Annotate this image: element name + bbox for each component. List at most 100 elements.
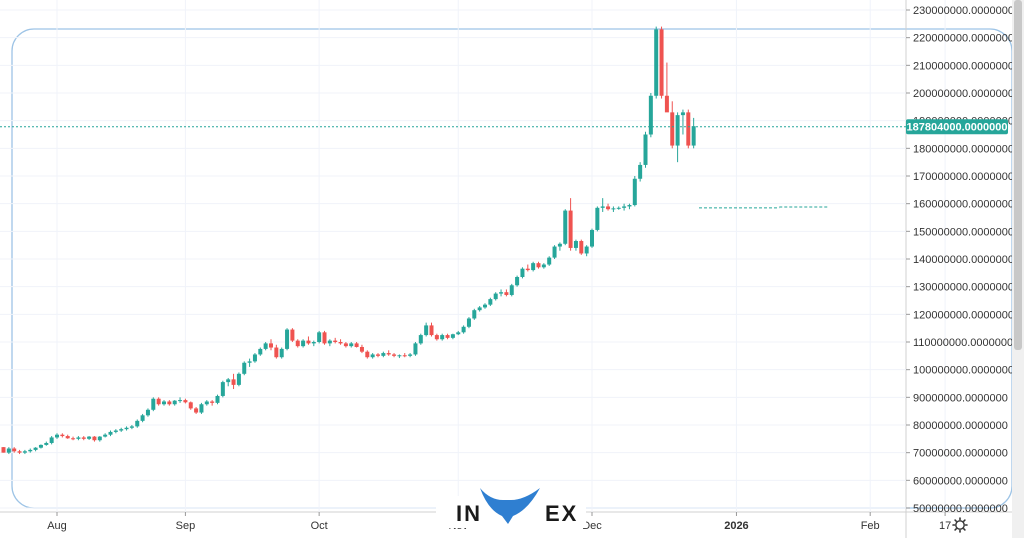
scroll-thumb[interactable] xyxy=(1014,0,1022,350)
candle xyxy=(664,62,669,113)
candle-body xyxy=(103,434,108,437)
candle-body xyxy=(87,436,92,439)
candle-body xyxy=(12,448,17,452)
candle xyxy=(648,93,653,138)
candle-body xyxy=(55,434,59,438)
candle xyxy=(258,347,263,356)
price-tick-label: 150000000.0000000 xyxy=(913,226,1014,238)
candle-body xyxy=(552,246,557,258)
candle xyxy=(28,448,33,453)
candle xyxy=(204,400,209,406)
candle-body xyxy=(440,335,445,340)
candle-body xyxy=(472,310,477,319)
price-tick-label: 130000000.0000000 xyxy=(913,282,1014,294)
candle xyxy=(162,400,166,406)
candle xyxy=(531,261,536,272)
candle-body xyxy=(525,268,530,271)
candle xyxy=(643,131,648,168)
candle-body xyxy=(691,126,696,146)
price-tick-label: 70000000.0000000 xyxy=(913,448,1008,460)
candle xyxy=(65,434,70,439)
candle xyxy=(670,101,675,149)
gear-icon[interactable] xyxy=(952,517,968,533)
candle-body xyxy=(301,340,306,347)
candle xyxy=(488,297,493,307)
candle-body xyxy=(317,332,322,342)
candle xyxy=(129,425,134,430)
candle xyxy=(247,358,252,367)
last-price-label: 187804000.0000000 xyxy=(906,119,1008,135)
candle xyxy=(322,330,327,345)
candle-body xyxy=(488,299,493,305)
candle-body xyxy=(226,379,231,383)
candle-body xyxy=(643,134,648,165)
price-tick-label: 200000000.0000000 xyxy=(913,88,1014,100)
candle-body xyxy=(536,263,541,268)
candle-body xyxy=(359,346,364,352)
time-tick-label: 17 xyxy=(939,520,951,532)
candle xyxy=(579,239,584,255)
candle xyxy=(135,419,140,428)
candle-body xyxy=(557,243,562,247)
candle xyxy=(92,436,97,442)
candle xyxy=(622,203,627,211)
price-tick-label: 50000000.0000000 xyxy=(913,503,1008,515)
candle-body xyxy=(327,340,332,344)
candle-body xyxy=(194,408,199,413)
candle xyxy=(584,245,589,257)
price-tick-label: 180000000.0000000 xyxy=(913,143,1014,155)
candle xyxy=(188,401,193,410)
candle-body xyxy=(199,404,204,413)
candle-body xyxy=(17,451,22,453)
candle-body xyxy=(654,29,659,96)
candle xyxy=(327,339,332,347)
candle xyxy=(343,342,348,348)
candle xyxy=(520,267,525,279)
candle xyxy=(226,377,231,387)
candle xyxy=(210,400,215,406)
candle xyxy=(38,444,43,449)
candle xyxy=(434,333,439,341)
candle xyxy=(675,112,680,163)
candle xyxy=(242,361,247,376)
time-tick-label: 2026 xyxy=(724,520,748,532)
candle xyxy=(466,317,471,329)
candle-body xyxy=(376,354,380,356)
candle-body xyxy=(450,334,455,338)
candle-body xyxy=(343,343,348,347)
candle-body xyxy=(606,206,611,210)
price-tick-label: 120000000.0000000 xyxy=(913,309,1014,321)
candle-body xyxy=(573,241,578,248)
candle-body xyxy=(242,362,247,374)
candle xyxy=(392,353,397,358)
candle-body xyxy=(119,429,124,431)
candle-body xyxy=(108,431,113,435)
candle-body xyxy=(418,335,423,344)
price-tick-label: 210000000.0000000 xyxy=(913,60,1014,72)
candle-body xyxy=(563,210,568,244)
candle xyxy=(627,203,632,210)
candle xyxy=(97,436,102,442)
candle xyxy=(418,333,423,345)
candle xyxy=(691,117,696,149)
candle xyxy=(547,256,552,266)
candle-body xyxy=(220,382,225,396)
candle-body xyxy=(622,206,627,208)
price-axis[interactable]: 230000000.0000000 220000000.0000000 210000… xyxy=(906,5,1014,515)
candle xyxy=(590,228,594,248)
candle xyxy=(525,264,530,272)
candle xyxy=(87,436,92,440)
candle xyxy=(381,351,386,358)
time-axis[interactable]: AugSepOctNovDec2026Feb17 xyxy=(47,512,951,532)
price-tick-label: 140000000.0000000 xyxy=(913,254,1014,266)
candle-body xyxy=(461,326,466,333)
candle-body xyxy=(258,348,263,355)
scrollbar[interactable] xyxy=(1012,0,1024,538)
candle xyxy=(33,447,38,452)
candle xyxy=(44,441,49,446)
candle xyxy=(450,333,455,340)
candle xyxy=(472,308,477,320)
candle-body xyxy=(627,205,632,207)
candle-body xyxy=(392,354,397,356)
